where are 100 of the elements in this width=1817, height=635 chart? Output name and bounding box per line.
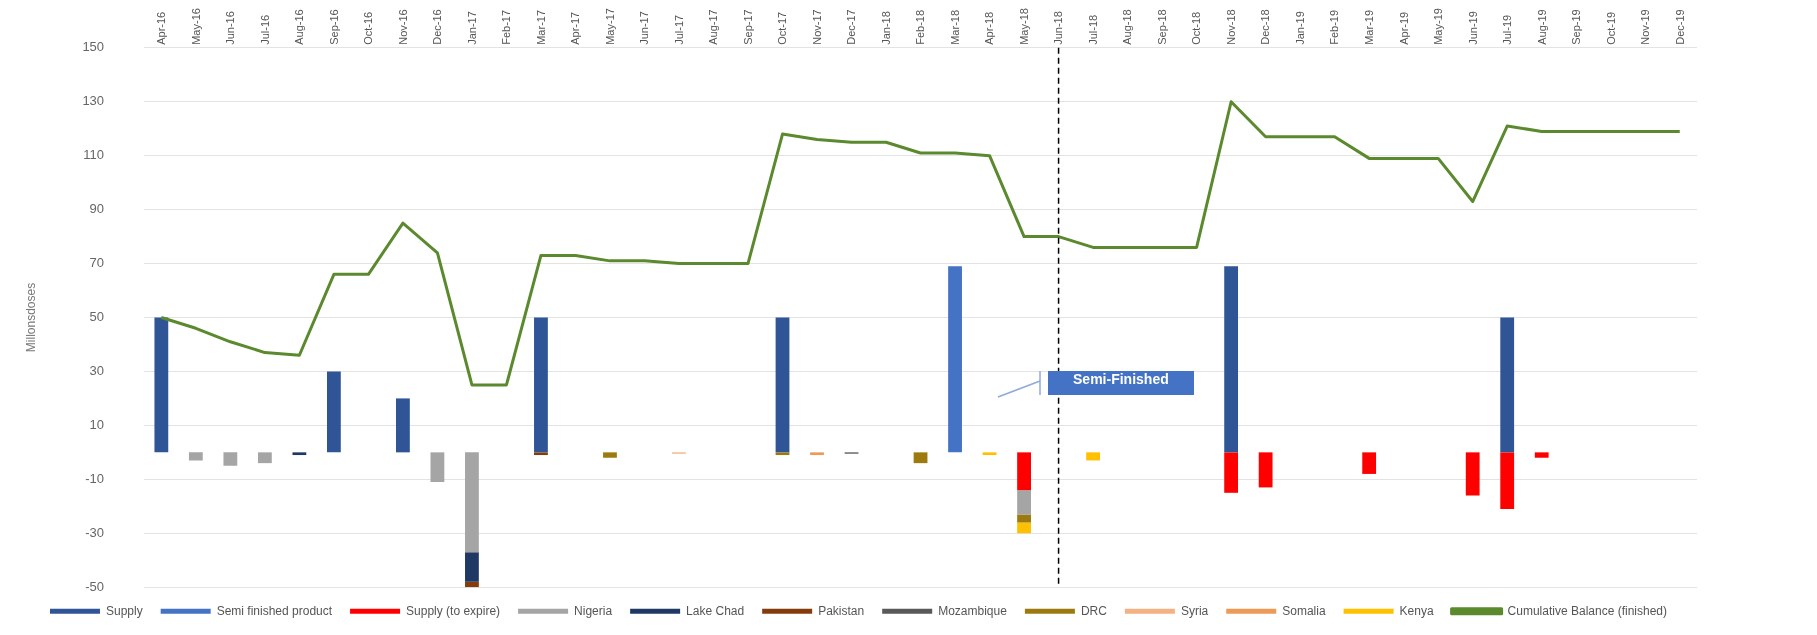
legend-label: Supply (to expire) (406, 603, 501, 618)
legend-label: DRC (1080, 603, 1108, 618)
bar (465, 581, 479, 588)
legend-label: Mozambique (938, 603, 1008, 618)
x-tick-label: Dec-19 (1673, 9, 1686, 45)
x-tick-label: Jul-19 (1501, 14, 1514, 45)
x-tick-label: Feb-17 (500, 9, 513, 45)
x-tick-label: Jul-18 (1086, 14, 1099, 45)
bar (292, 452, 307, 456)
legend-label: Cumulative Balance (finished) (1507, 603, 1668, 618)
x-tick-label: Feb-18 (914, 9, 927, 45)
legend-label: Syria (1180, 603, 1209, 618)
bar (1017, 490, 1031, 515)
bar (603, 452, 617, 458)
legend-label: Kenya (1399, 603, 1434, 618)
x-tick-label: May-18 (1017, 8, 1030, 45)
x-tick-label: Jan-17 (465, 11, 478, 45)
legend-label: Semi finished product (216, 603, 333, 618)
x-tick-label: Jul-17 (672, 14, 685, 45)
x-tick-label: Sep-16 (327, 9, 340, 45)
bar (1017, 522, 1031, 534)
x-tick-label: Apr-16 (155, 11, 168, 45)
x-tick-label: Apr-18 (983, 11, 996, 45)
bar (1465, 452, 1480, 496)
x-tick-label: Nov-17 (810, 9, 823, 45)
bar (1086, 452, 1100, 461)
bar (326, 371, 341, 453)
y-axis-title: Millonsdoses (23, 282, 38, 353)
y-tick-label: 90 (89, 201, 105, 217)
x-tick-label: Sep-17 (741, 9, 754, 45)
legend-label: Nigeria (574, 603, 613, 618)
bar (188, 452, 203, 461)
legend-label: Somalia (1282, 603, 1326, 618)
bar (430, 452, 445, 483)
bar (948, 266, 962, 453)
y-tick-label: -30 (85, 524, 105, 540)
bar (1500, 317, 1515, 453)
bar (1224, 266, 1239, 453)
y-tick-label: 110 (83, 147, 105, 163)
bar (1224, 452, 1239, 493)
x-tick-label: Mar-18 (948, 9, 961, 45)
x-tick-label: Apr-17 (569, 11, 582, 45)
y-tick-label: -50 (85, 578, 105, 594)
x-tick-label: Oct-16 (362, 11, 375, 45)
bar (1017, 452, 1031, 491)
bar (534, 317, 548, 453)
bar (534, 452, 548, 456)
x-tick-label: May-19 (1432, 8, 1445, 45)
x-tick-label: Jun-19 (1466, 11, 1479, 45)
x-tick-label: Nov-16 (396, 9, 409, 45)
x-tick-label: Dec-16 (431, 9, 444, 45)
bar (257, 452, 272, 464)
x-tick-label: Mar-19 (1362, 9, 1375, 45)
x-tick-label: May-17 (603, 8, 616, 45)
x-tick-label: Jun-16 (224, 11, 237, 45)
bar (1017, 514, 1031, 523)
annotation: Semi-Finished (1047, 371, 1194, 396)
x-tick-label: Dec-17 (845, 9, 858, 45)
y-tick-label: 10 (89, 416, 105, 432)
x-tick-label: Jan-18 (879, 11, 892, 45)
bar (1534, 452, 1549, 458)
x-tick-label: Jun-18 (1052, 11, 1065, 45)
bar (775, 317, 790, 453)
x-tick-label: May-16 (189, 8, 202, 45)
bar (396, 398, 410, 453)
x-tick-label: Mar-17 (534, 9, 547, 45)
y-tick-label: 130 (82, 93, 105, 109)
y-tick-label: 70 (89, 255, 105, 271)
legend-label: Lake Chad (686, 603, 745, 618)
bar (913, 452, 928, 464)
x-tick-label: Oct-18 (1190, 11, 1203, 45)
x-tick-label: Sep-18 (1155, 9, 1168, 45)
y-tick-label: 30 (89, 363, 105, 379)
bar (1258, 452, 1273, 488)
bar (465, 452, 479, 553)
x-tick-label: Dec-18 (1259, 9, 1272, 45)
x-tick-label: Apr-19 (1397, 11, 1410, 45)
y-tick-label: 150 (82, 39, 105, 55)
x-tick-label: Jan-19 (1293, 11, 1306, 45)
bar (154, 317, 169, 453)
bar (223, 452, 238, 466)
legend-label: Supply (105, 603, 143, 618)
x-tick-label: Aug-17 (707, 9, 720, 45)
x-tick-label: Oct-19 (1604, 11, 1617, 45)
bar (810, 452, 824, 456)
legend-label: Pakistan (818, 603, 865, 618)
x-tick-label: Nov-18 (1224, 9, 1237, 45)
y-tick-label: 50 (89, 309, 105, 325)
x-tick-label: Nov-19 (1639, 9, 1652, 45)
x-tick-label: Jul-16 (258, 14, 271, 45)
bar (1362, 452, 1377, 474)
x-tick-label: Aug-18 (1121, 9, 1134, 45)
bar (775, 452, 790, 456)
x-tick-label: Feb-19 (1328, 9, 1341, 45)
x-tick-label: Jun-17 (638, 11, 651, 45)
x-tick-label: Aug-19 (1535, 9, 1548, 45)
x-tick-label: Oct-17 (776, 11, 789, 45)
bar (465, 552, 479, 582)
bar (982, 452, 997, 456)
x-tick-label: Aug-16 (293, 9, 306, 45)
